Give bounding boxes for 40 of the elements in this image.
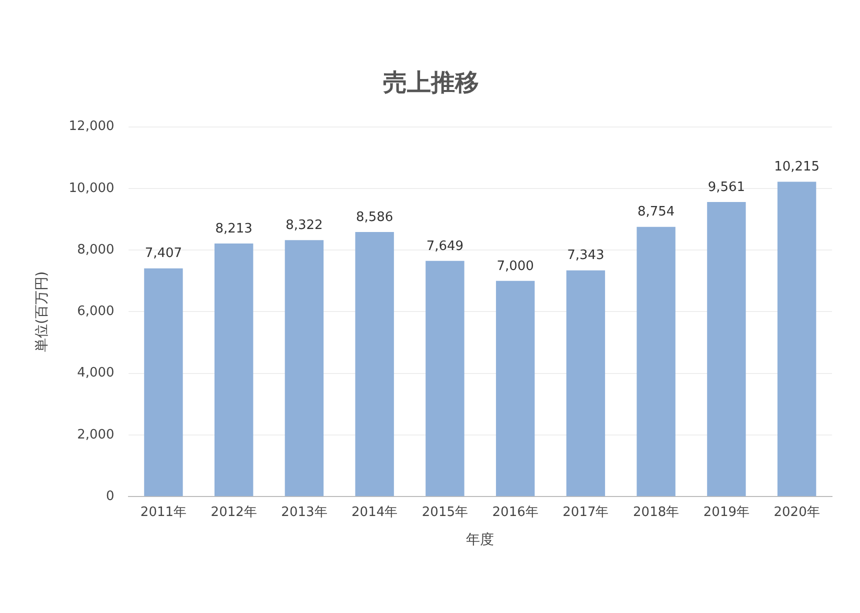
data-label: 8,586 [356,210,394,225]
bar [777,182,816,496]
x-tick-label: 2018年 [633,504,680,520]
x-tick-label: 2013年 [281,504,328,520]
y-tick-label: 8,000 [77,242,114,258]
x-tick-label: 2012年 [210,504,257,520]
x-tick-label: 2020年 [774,504,820,520]
y-tick-label: 4,000 [77,366,114,381]
bar [284,240,324,496]
x-tick-label: 2019年 [703,504,750,520]
y-tick-label: 10,000 [68,180,114,196]
data-label: 7,343 [567,248,604,264]
data-label: 7,000 [496,258,534,274]
data-label: 8,754 [637,204,675,220]
data-label: 7,407 [144,246,182,262]
y-tick-label: 6,000 [77,304,114,320]
x-tick-label: 2017年 [562,504,609,520]
x-tick-label: 2015年 [422,504,468,520]
bar [707,202,746,496]
data-label: 8,322 [286,218,323,234]
x-tick-label: 2016年 [492,504,538,520]
data-label: 9,561 [708,180,746,195]
y-tick-label: 0 [106,488,114,504]
bar [355,232,394,496]
y-axis-title: 単位(百万円) [34,271,50,352]
x-tick-label: 2011年 [140,504,187,520]
data-label: 8,213 [215,221,252,236]
y-tick-label: 12,000 [68,119,114,134]
bar [214,244,254,496]
y-tick-label: 2,000 [77,427,114,442]
bar [636,226,676,496]
data-label: 7,649 [426,238,464,254]
bar [144,268,183,496]
data-label: 10,215 [774,160,820,175]
x-axis-title: 年度 [466,532,494,548]
x-tick-label: 2014年 [352,504,398,520]
bar [566,270,606,496]
bar [426,260,464,496]
bar [496,280,535,496]
chart-title: 売上推移 [383,68,479,97]
